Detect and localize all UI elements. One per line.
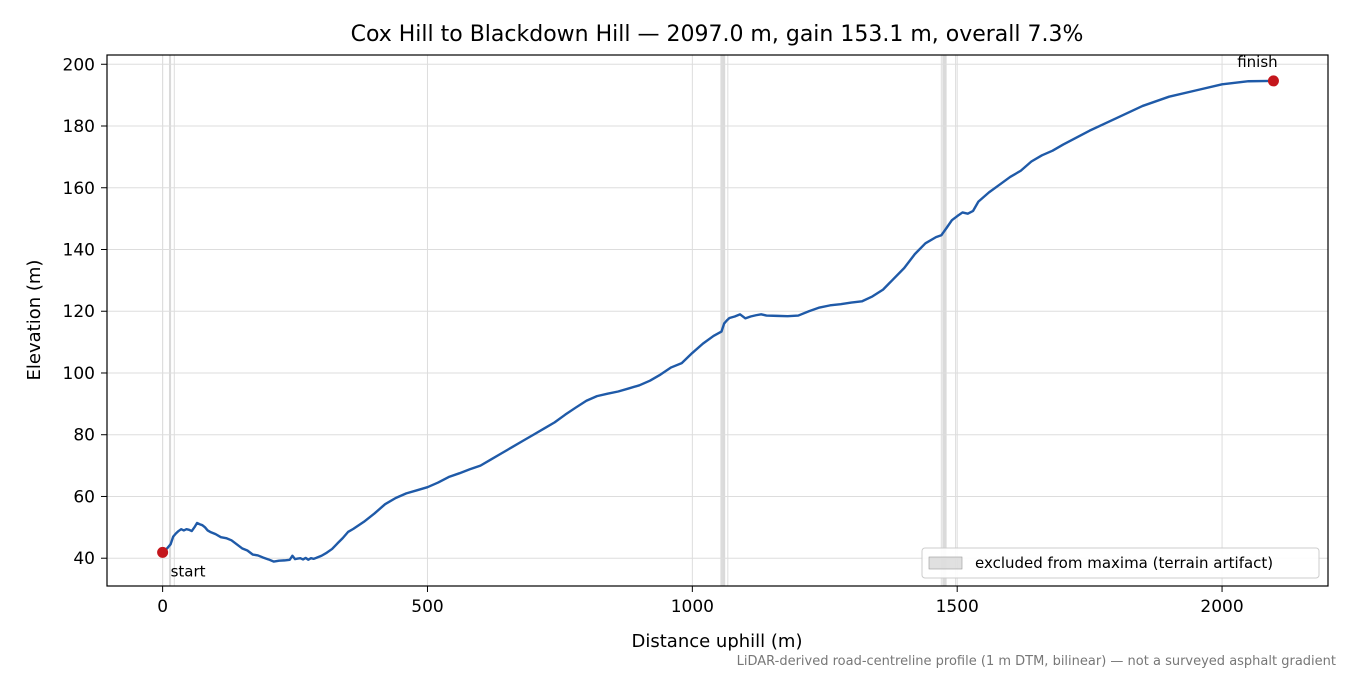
finish-label: finish [1237, 53, 1277, 71]
elevation-series-line-0 [161, 79, 1275, 563]
y-tick-label-0: 40 [73, 549, 95, 569]
y-tick-label-3: 100 [63, 364, 95, 384]
excluded-band-2 [942, 55, 947, 586]
y-tick-label-6: 160 [63, 179, 95, 199]
grid-lines [107, 55, 1328, 586]
y-tick-label-1: 60 [73, 487, 95, 507]
x-tick-label-0: 0 [157, 597, 168, 617]
x-axis-ticks: 0 500 1000 1500 2000 [157, 586, 1244, 617]
x-tick-label-4: 2000 [1200, 597, 1243, 617]
finish-marker [1267, 75, 1279, 87]
excluded-band-0 [168, 55, 172, 586]
y-tick-label-7: 180 [63, 117, 95, 137]
legend-box [921, 547, 1320, 579]
legend: excluded from maxima (terrain artifact) [921, 547, 1320, 579]
start-marker [157, 546, 169, 558]
y-tick-label-4: 120 [63, 302, 95, 322]
start-label: start [171, 562, 206, 580]
y-tick-label-2: 80 [73, 426, 95, 446]
plot-frame [106, 54, 1329, 587]
y-tick-label-8: 200 [63, 55, 95, 75]
legend-swatch [928, 556, 963, 570]
marker-layer: start finish [157, 53, 1279, 580]
x-tick-label-3: 1500 [936, 597, 979, 617]
x-axis-label: Distance uphill (m) [632, 631, 803, 652]
legend-label: excluded from maxima (terrain artifact) [975, 554, 1273, 572]
excluded-band-1 [720, 55, 726, 586]
y-axis-label: Elevation (m) [24, 260, 45, 381]
y-tick-label-5: 140 [63, 240, 95, 260]
footnote: LiDAR-derived road-centreline profile (1… [737, 654, 1336, 669]
chart-title: Cox Hill to Blackdown Hill — 2097.0 m, g… [351, 22, 1084, 47]
x-tick-label-2: 1000 [671, 597, 714, 617]
y-axis-ticks: 40 60 80 100 120 140 160 180 200 [63, 55, 107, 569]
excluded-bands [168, 55, 947, 586]
x-tick-label-1: 500 [411, 597, 443, 617]
series-layer [161, 79, 1275, 563]
